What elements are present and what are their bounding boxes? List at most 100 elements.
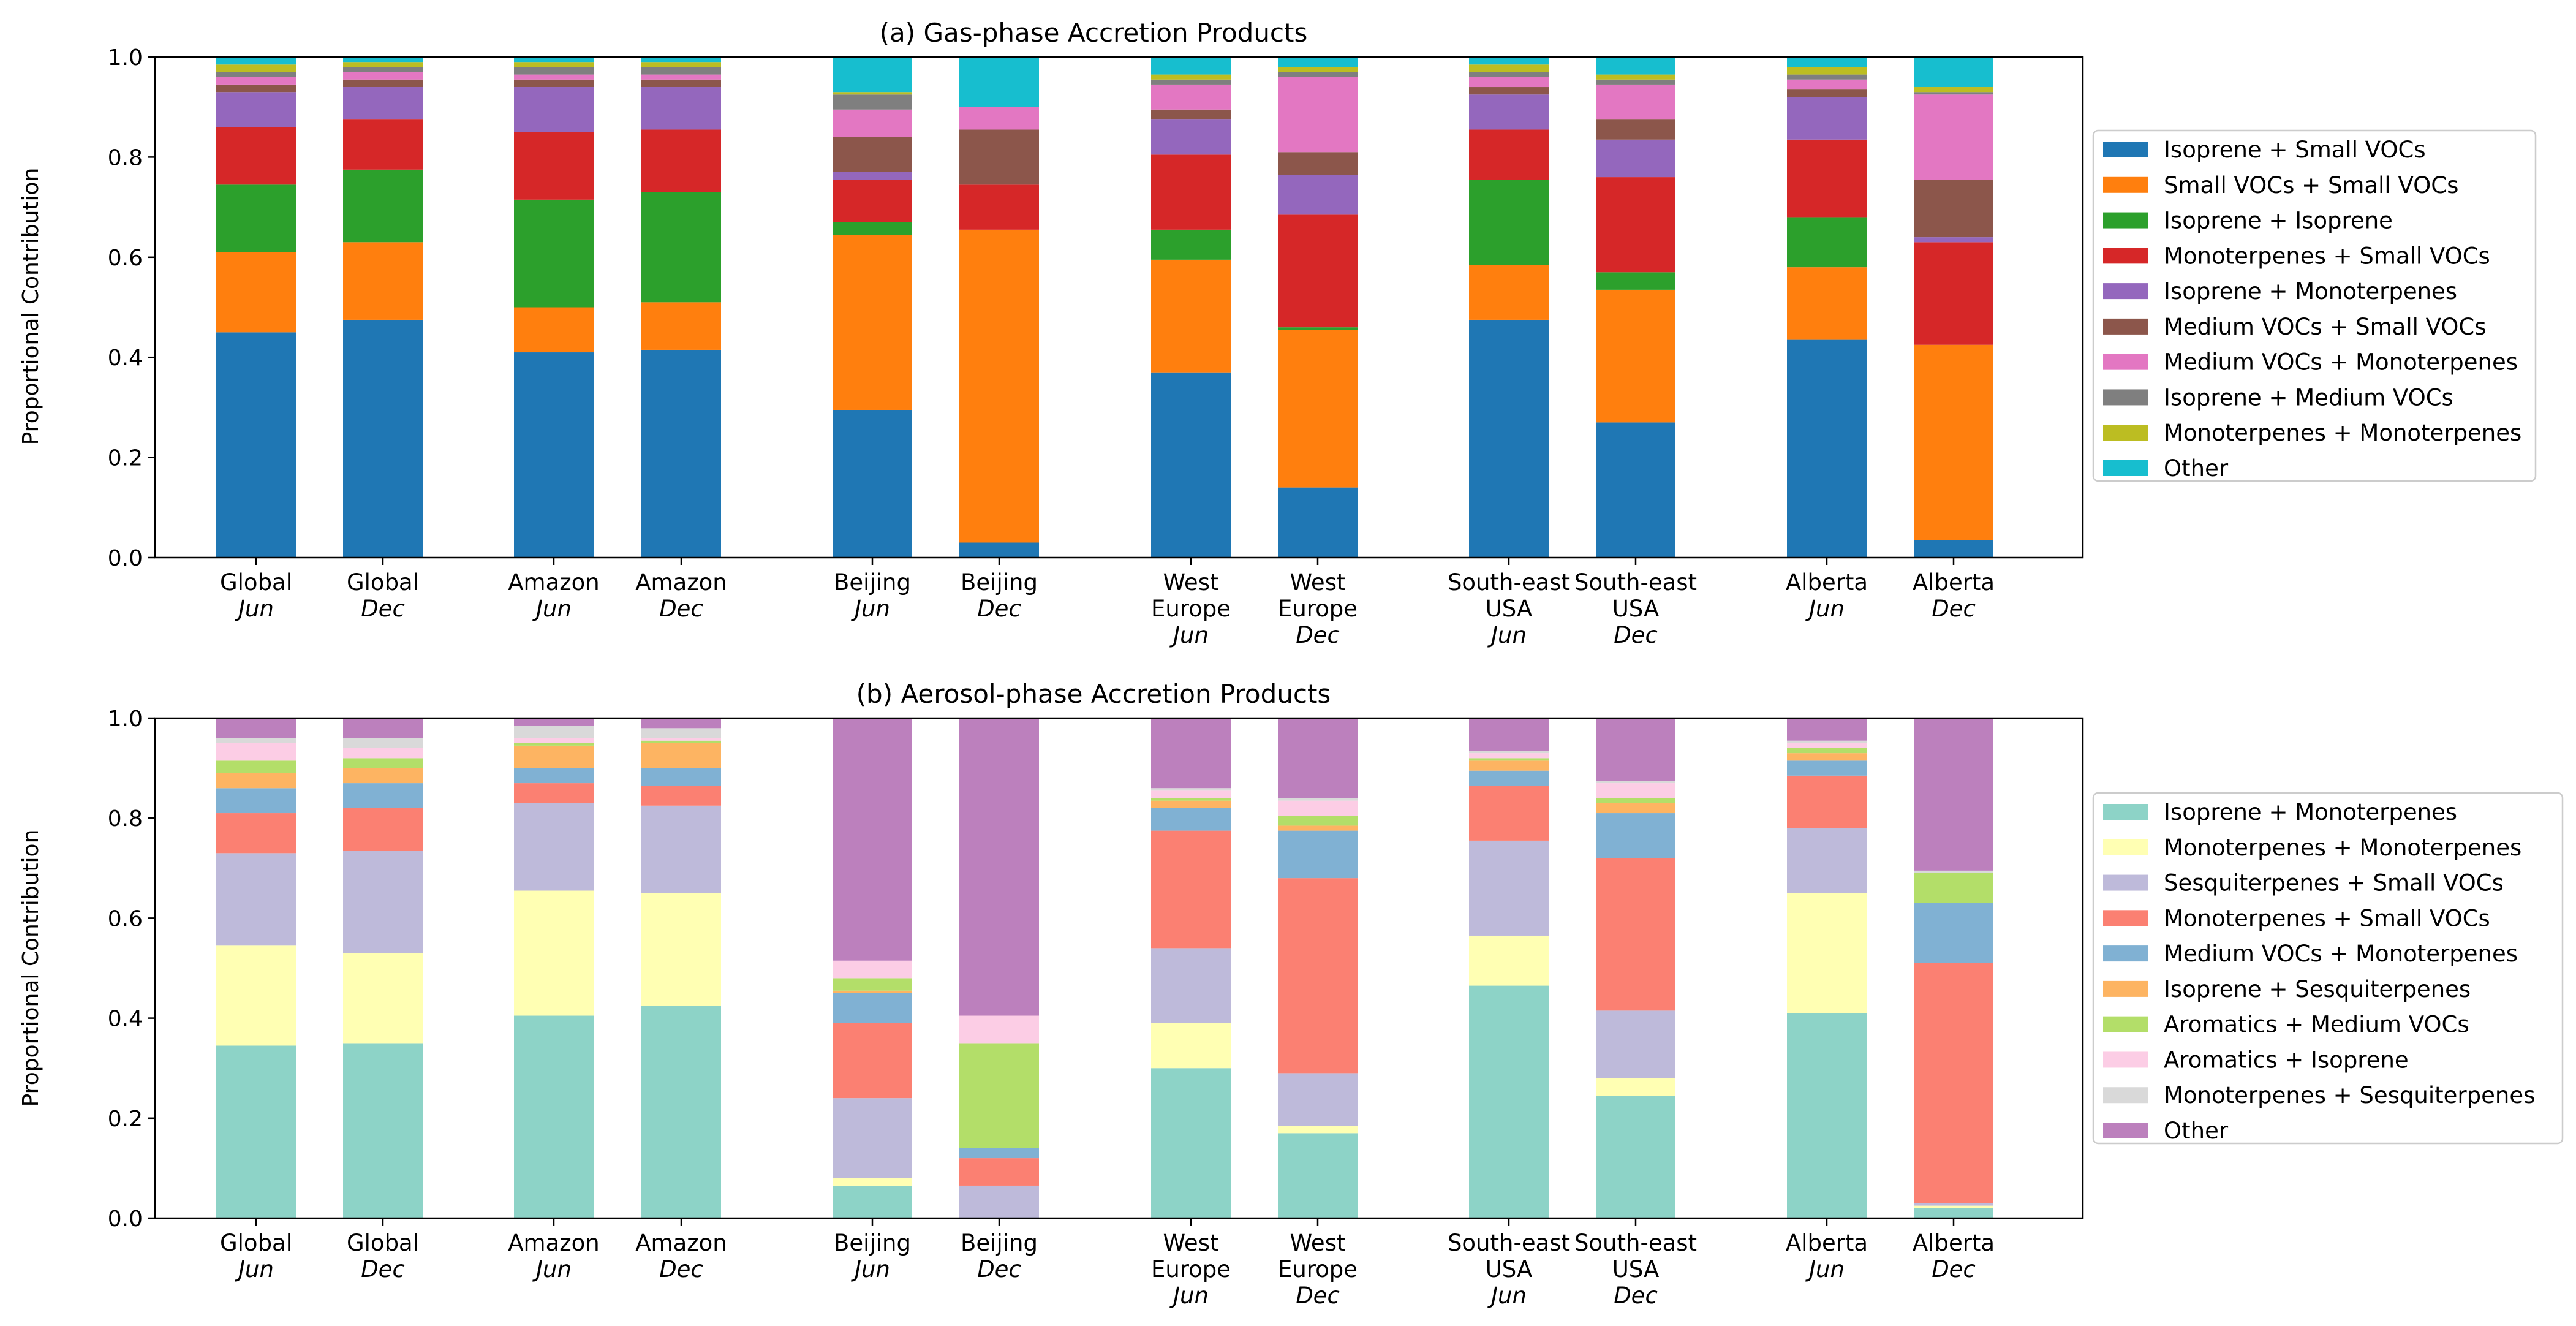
bar-segment-isoprene-isoprene-amazon-dec — [641, 192, 721, 303]
legend-swatch — [2103, 980, 2148, 997]
bar-segment-monoterpenes-monoterpenes-west-europe-jun — [1151, 74, 1231, 80]
bar-segment-isoprene-monoterpenes-global-dec — [343, 1043, 423, 1218]
bar-segment-isoprene-monoterpenes-south-east-usa-dec — [1596, 1096, 1675, 1218]
bar-segment-isoprene-small-vocs-south-east-usa-dec — [1596, 422, 1675, 558]
x-tick-month: Dec — [1614, 622, 1658, 648]
bar-segment-aromatics-isoprene-south-east-usa-dec — [1596, 783, 1675, 798]
bar-segment-medium-vocs-monoterpenes-beijing-dec — [959, 1148, 1039, 1159]
bar-segment-monoterpenes-sesquiterpenes-alberta-jun — [1787, 740, 1867, 743]
x-tick-month: Dec — [1296, 1282, 1340, 1309]
bar-segment-aromatics-medium-vocs-beijing-dec — [959, 1043, 1039, 1148]
bar-segment-monoterpenes-sesquiterpenes-south-east-usa-dec — [1596, 781, 1675, 784]
bar-segment-monoterpenes-small-vocs-alberta-dec — [1914, 963, 1993, 1203]
x-tick-month: Jun — [1487, 1282, 1527, 1309]
legend-swatch — [2103, 283, 2148, 300]
x-tick-region: Europe — [1278, 1256, 1358, 1282]
bar-segment-sesquiterpenes-small-vocs-west-europe-dec — [1278, 1073, 1358, 1126]
bar-segment-medium-vocs-monoterpenes-global-jun — [216, 77, 296, 85]
bar-segment-other-beijing-jun — [833, 718, 912, 961]
bar-segment-medium-vocs-monoterpenes-global-dec — [343, 783, 423, 808]
bar-segment-isoprene-small-vocs-alberta-jun — [1787, 339, 1867, 558]
x-tick-region: Amazon — [635, 569, 727, 596]
legend-label: Medium VOCs + Monoterpenes — [2164, 941, 2518, 967]
x-tick-region: Alberta — [1913, 569, 1995, 596]
bar-segment-medium-vocs-monoterpenes-south-east-usa-dec — [1596, 813, 1675, 858]
legend-swatch — [2103, 804, 2148, 820]
bar-segment-monoterpenes-monoterpenes-west-europe-dec — [1278, 1126, 1358, 1134]
bar-segment-other-global-jun — [216, 718, 296, 738]
bar-segment-sesquiterpenes-small-vocs-global-jun — [216, 853, 296, 946]
legend-swatch — [2103, 389, 2148, 406]
bar-segment-monoterpenes-sesquiterpenes-west-europe-jun — [1151, 788, 1231, 791]
legend-label: Aromatics + Isoprene — [2164, 1047, 2409, 1073]
legend-label: Other — [2164, 455, 2229, 482]
legend-swatch — [2103, 354, 2148, 370]
bar-segment-monoterpenes-monoterpenes-alberta-dec — [1914, 1205, 1993, 1208]
y-tick-label: 0.0 — [108, 546, 143, 571]
bar-segment-medium-vocs-small-vocs-amazon-dec — [641, 79, 721, 88]
bar-segment-medium-vocs-monoterpenes-amazon-dec — [641, 768, 721, 786]
legend-swatch — [2103, 248, 2148, 264]
bar-segment-medium-vocs-monoterpenes-south-east-usa-jun — [1469, 77, 1549, 88]
bar-segment-isoprene-monoterpenes-alberta-dec — [1914, 1208, 1993, 1218]
bar-segment-isoprene-monoterpenes-amazon-jun — [514, 87, 594, 132]
x-tick-region: Beijing — [834, 569, 911, 596]
bar-segment-monoterpenes-small-vocs-west-europe-dec — [1278, 214, 1358, 328]
bar-segment-other-alberta-dec — [1914, 57, 1993, 88]
bar-segment-isoprene-monoterpenes-global-jun — [216, 1045, 296, 1218]
bar-segment-medium-vocs-small-vocs-global-dec — [343, 79, 423, 88]
bar-segment-small-vocs-small-vocs-amazon-jun — [514, 307, 594, 353]
bar-segment-isoprene-sesquiterpenes-south-east-usa-dec — [1596, 803, 1675, 814]
legend-item-medium-vocs-small-vocs: Medium VOCs + Small VOCs — [2103, 314, 2487, 340]
bar-segment-isoprene-monoterpenes-west-europe-dec — [1278, 174, 1358, 215]
legend-item-isoprene-small-vocs: Isoprene + Small VOCs — [2103, 137, 2426, 163]
legend-item-isoprene-monoterpenes: Isoprene + Monoterpenes — [2103, 278, 2457, 305]
x-tick-region: South-east — [1574, 569, 1697, 596]
bar-segment-monoterpenes-small-vocs-alberta-dec — [1914, 242, 1993, 345]
bar-segment-monoterpenes-monoterpenes-global-jun — [216, 64, 296, 72]
bar-segment-isoprene-small-vocs-global-jun — [216, 332, 296, 558]
bar-segment-other-amazon-dec — [641, 718, 721, 729]
legend-item-monoterpenes-monoterpenes: Monoterpenes + Monoterpenes — [2103, 835, 2521, 861]
x-tick-region: South-east — [1448, 569, 1570, 596]
bar-segment-small-vocs-small-vocs-amazon-dec — [641, 302, 721, 350]
legend-item-medium-vocs-monoterpenes: Medium VOCs + Monoterpenes — [2103, 941, 2518, 967]
bar-segment-isoprene-sesquiterpenes-alberta-jun — [1787, 753, 1867, 761]
bar-segment-small-vocs-small-vocs-alberta-jun — [1787, 267, 1867, 340]
axes-frame — [154, 56, 2084, 559]
bar-segment-monoterpenes-monoterpenes-beijing-jun — [833, 92, 912, 95]
bar-segment-monoterpenes-small-vocs-south-east-usa-jun — [1469, 129, 1549, 180]
x-tick-region: USA — [1612, 596, 1660, 622]
bar-segment-isoprene-monoterpenes-alberta-dec — [1914, 237, 1993, 243]
axes-layer: 0.00.20.40.60.81.0GlobalJunGlobalDecAmaz… — [108, 45, 2084, 648]
legend-label: Medium VOCs + Small VOCs — [2164, 314, 2487, 340]
bar-segment-other-south-east-usa-jun — [1469, 57, 1549, 65]
bar-segment-isoprene-isoprene-global-jun — [216, 184, 296, 252]
legend-swatch — [2103, 1087, 2148, 1104]
bar-segment-isoprene-small-vocs-alberta-dec — [1914, 540, 1993, 558]
legend-label: Monoterpenes + Small VOCs — [2164, 905, 2490, 931]
x-tick-region: South-east — [1448, 1230, 1570, 1256]
bar-segment-aromatics-medium-vocs-alberta-dec — [1914, 873, 1993, 903]
x-tick-region: West — [1290, 1230, 1346, 1256]
aerosol-phase-panel: (b) Aerosol-phase Accretion Products Pro… — [18, 679, 2564, 1309]
bar-segment-other-west-europe-jun — [1151, 718, 1231, 789]
bar-segment-isoprene-monoterpenes-south-east-usa-jun — [1469, 94, 1549, 130]
bar-segment-medium-vocs-small-vocs-alberta-jun — [1787, 89, 1867, 97]
y-tick-label: 0.8 — [108, 806, 143, 832]
x-tick-region: Europe — [1151, 596, 1231, 622]
bar-segment-medium-vocs-monoterpenes-amazon-jun — [514, 74, 594, 80]
bar-segment-medium-vocs-monoterpenes-west-europe-dec — [1278, 77, 1358, 153]
bar-segment-isoprene-medium-vocs-south-east-usa-dec — [1596, 79, 1675, 85]
legend-item-other: Other — [2103, 455, 2229, 482]
bar-segment-monoterpenes-sesquiterpenes-global-jun — [216, 738, 296, 743]
bar-segment-monoterpenes-sesquiterpenes-south-east-usa-jun — [1469, 751, 1549, 754]
